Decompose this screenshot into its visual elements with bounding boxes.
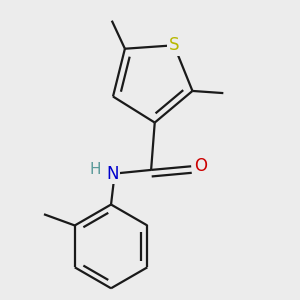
Text: H: H [90,162,101,177]
Text: N: N [106,165,119,183]
Text: S: S [169,36,179,54]
Text: O: O [194,157,207,175]
